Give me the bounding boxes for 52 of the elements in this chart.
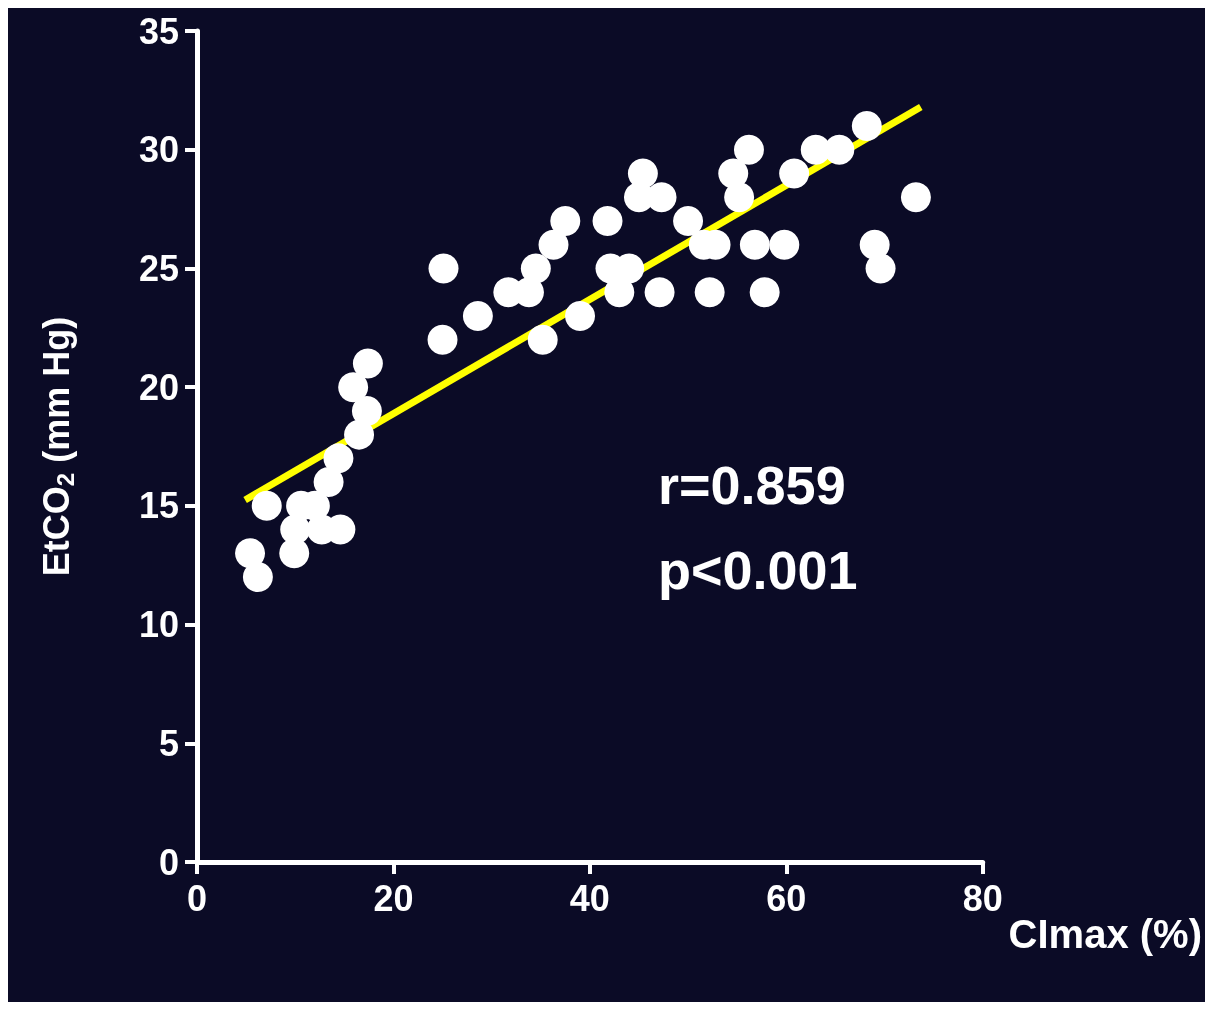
x-tick-label: 20 <box>373 877 414 919</box>
point <box>769 229 800 260</box>
y-tick-label: 35 <box>138 10 179 52</box>
y-tick-label: 5 <box>158 722 179 764</box>
y-tick-label: 10 <box>138 604 179 646</box>
point <box>851 110 882 141</box>
point <box>592 205 623 236</box>
x-tick-label: 80 <box>962 877 1003 919</box>
point <box>323 443 354 474</box>
annotation: r=0.859 <box>658 455 846 515</box>
point <box>462 300 493 331</box>
y-tick-label: 30 <box>138 129 179 171</box>
point <box>824 134 855 165</box>
x-axis-title: CImax (%) <box>1008 912 1202 956</box>
point <box>749 277 780 308</box>
point <box>779 158 810 189</box>
y-axis-title: EtCO2 (mm Hg) <box>35 316 79 577</box>
point <box>859 229 890 260</box>
y-tick-label: 20 <box>138 366 179 408</box>
x-tick-label: 60 <box>766 877 807 919</box>
point <box>313 467 344 498</box>
y-tick-label: 15 <box>138 485 179 527</box>
point <box>550 205 581 236</box>
point <box>865 253 896 284</box>
point <box>724 182 755 213</box>
y-tick-label: 25 <box>138 247 179 289</box>
point <box>900 182 931 213</box>
point <box>604 277 635 308</box>
x-tick-label: 40 <box>569 877 610 919</box>
point <box>694 277 725 308</box>
x-tick-label: 0 <box>186 877 208 919</box>
point <box>673 205 704 236</box>
point <box>427 324 458 355</box>
point <box>520 253 551 284</box>
point <box>527 324 558 355</box>
point <box>565 300 596 331</box>
annotation: p<0.001 <box>658 540 858 600</box>
y-tick-label: 0 <box>158 841 179 883</box>
point <box>352 348 383 379</box>
point <box>538 229 569 260</box>
point <box>235 538 266 569</box>
point <box>644 277 675 308</box>
point <box>338 372 369 403</box>
point <box>279 538 310 569</box>
point <box>428 253 459 284</box>
point <box>733 134 764 165</box>
point <box>351 395 382 426</box>
point <box>251 490 282 521</box>
point <box>242 562 273 593</box>
point <box>344 419 375 450</box>
point <box>627 158 658 189</box>
point <box>739 229 770 260</box>
